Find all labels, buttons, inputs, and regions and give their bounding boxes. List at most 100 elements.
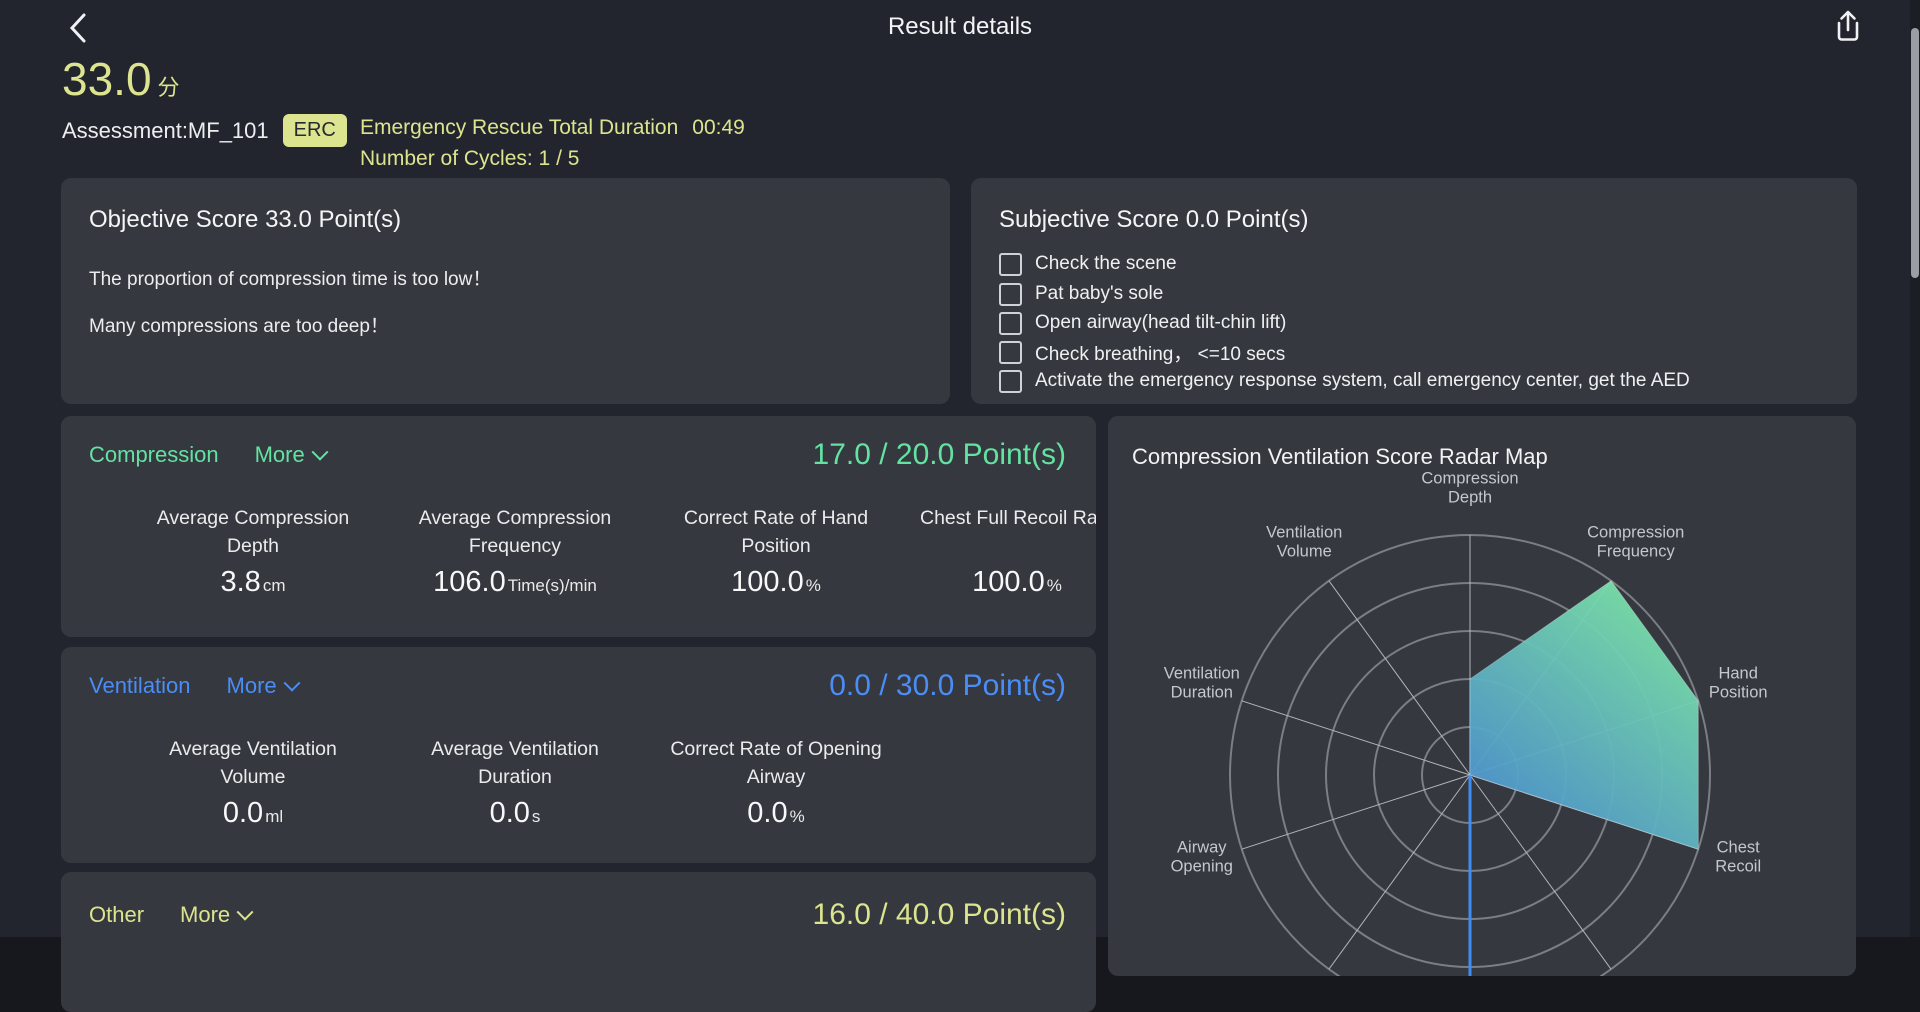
checklist-item-label: Activate the emergency response system, … xyxy=(1035,370,1690,391)
share-button[interactable] xyxy=(1828,6,1868,46)
total-score-value: 33.0 xyxy=(62,53,152,105)
radar-series-polygon xyxy=(1469,580,1699,850)
radar-axis-line xyxy=(1241,774,1471,850)
compression-section-panel: Compression More 17.0 / 20.0 Point(s) Av… xyxy=(61,416,1096,637)
metric-label: Average Ventilation xyxy=(169,738,337,760)
metric-hand-position-rate: Correct Rate of Hand Position 100.0% xyxy=(636,504,916,599)
ventilation-section-panel: Ventilation More 0.0 / 30.0 Point(s) Ave… xyxy=(61,647,1096,863)
checklist-item: Check the scene xyxy=(999,252,1177,276)
metric-value: 0.0 xyxy=(747,797,788,829)
radar-axis-line xyxy=(1328,580,1471,776)
radar-axis-line xyxy=(1328,774,1471,970)
chevron-down-icon xyxy=(236,903,254,921)
metric-avg-compression-depth: Average Compression Depth 3.8 cm xyxy=(113,504,393,599)
metric-label: Position xyxy=(741,535,811,557)
metric-value: 0.0 xyxy=(222,797,264,829)
checkbox-unchecked[interactable] xyxy=(999,340,1022,364)
checklist-item: Check breathing， <=10 secs xyxy=(999,340,1286,365)
ventilation-section-title: Ventilation xyxy=(89,673,191,698)
assessment-row: Assessment:MF_101 ERC xyxy=(62,114,347,147)
metric-unit: cm xyxy=(262,576,286,595)
rescue-duration-label: Emergency Rescue Total Duration xyxy=(360,116,679,139)
metric-label: Chest Full Recoil Rate xyxy=(920,507,1096,529)
metric-value: 100.0 xyxy=(972,566,1045,598)
compression-score: 17.0 / 20.0 Point(s) xyxy=(812,438,1066,471)
checklist-item-label: Check breathing， <=10 secs xyxy=(1035,343,1286,365)
radar-chart: Compression Depth Compression Frequency Hand… xyxy=(1164,470,1768,976)
radar-axis-label: Ventilation Duration xyxy=(1164,664,1240,701)
compression-more-button[interactable]: More xyxy=(255,442,329,468)
metric-unit: s xyxy=(531,807,541,826)
objective-message: The proportion of compression time is to… xyxy=(89,269,492,290)
checklist-item: Pat baby's sole xyxy=(999,282,1163,306)
radar-axis-line xyxy=(1241,700,1471,776)
checklist-item: Open airway(head tilt-chin lift) xyxy=(999,311,1286,335)
metric-value: 100.0 xyxy=(731,566,804,598)
back-chevron-icon xyxy=(69,13,86,43)
total-score-unit: 分 xyxy=(157,75,180,100)
checklist-item-label: Open airway(head tilt-chin lift) xyxy=(1035,312,1287,333)
checkbox-unchecked[interactable] xyxy=(999,369,1022,393)
back-button[interactable] xyxy=(60,8,100,48)
radar-axis-label: Compression Depth xyxy=(1421,470,1518,507)
metric-unit: % xyxy=(1046,576,1062,595)
other-more-button[interactable]: More xyxy=(180,902,254,928)
assessment-label: Assessment:MF_101 xyxy=(62,117,269,143)
checklist-item-label: Check the scene xyxy=(1035,253,1177,274)
metric-label: Depth xyxy=(226,535,280,557)
radar-map-panel: Compression Depth Compression Frequency Hand… xyxy=(1108,416,1856,976)
checklist-item: Activate the emergency response system, … xyxy=(999,369,1690,393)
erc-badge: ERC xyxy=(282,114,347,147)
scrollbar-track[interactable] xyxy=(1910,0,1920,937)
subjective-score-title: Subjective Score 0.0 Point(s) xyxy=(999,206,1309,233)
more-label: More xyxy=(226,673,277,698)
objective-score-panel: Objective Score 33.0 Point(s) The propor… xyxy=(61,178,950,404)
radar-map-title: Compression Ventilation Score Radar Map xyxy=(1132,444,1548,469)
metric-avg-ventilation-duration: Average Ventilation Duration 0.0 s xyxy=(375,735,655,830)
cycles-count: Number of Cycles: 1 / 5 xyxy=(360,147,580,170)
radar-axis-label: Airway Opening xyxy=(1171,839,1233,876)
ventilation-more-button[interactable]: More xyxy=(226,673,301,699)
metric-label: Duration xyxy=(478,766,552,788)
top-bar: Result details xyxy=(0,0,1920,56)
more-label: More xyxy=(180,902,231,927)
checkbox-unchecked[interactable] xyxy=(999,252,1022,276)
metric-label: Volume xyxy=(220,766,286,788)
metric-label: Average Compression xyxy=(418,507,612,529)
metric-value: 3.8 xyxy=(220,566,261,598)
metric-unit: % xyxy=(805,576,821,595)
metric-value: 0.0 xyxy=(489,797,530,829)
metric-label: Correct Rate of Hand xyxy=(683,507,869,529)
radar-axis-label: Hand Position xyxy=(1709,664,1768,701)
objective-message: Many compressions are too deep！ xyxy=(89,316,389,337)
metric-label: Frequency xyxy=(468,535,562,557)
scrollbar-thumb[interactable] xyxy=(1911,28,1919,278)
metric-unit: ml xyxy=(265,807,284,826)
rescue-duration-value: 00:49 xyxy=(692,116,745,139)
metric-chest-recoil-rate: Chest Full Recoil Rate 100.0% xyxy=(877,504,1096,599)
total-score: 33.0 分 xyxy=(62,52,180,106)
ventilation-score: 0.0 / 30.0 Point(s) xyxy=(829,669,1066,702)
radar-axis-label: Ventilation Volume xyxy=(1266,523,1342,560)
objective-score-title: Objective Score 33.0 Point(s) xyxy=(89,206,402,233)
other-section-panel: Other More 16.0 / 40.0 Point(s) xyxy=(61,872,1096,1012)
metric-avg-compression-frequency: Average Compression Frequency 106.0 Time(… xyxy=(375,504,655,599)
rescue-duration: Emergency Rescue Total Duration 00:49 xyxy=(360,116,745,140)
checkbox-unchecked[interactable] xyxy=(999,282,1022,306)
metric-airway-opening-rate: Correct Rate of Opening Airway 0.0% xyxy=(636,735,916,830)
radar-axis-label: Compression Frequency xyxy=(1587,523,1684,560)
chevron-down-icon xyxy=(283,674,301,692)
metric-unit: % xyxy=(789,807,805,826)
checklist-item-label: Pat baby's sole xyxy=(1035,283,1164,304)
metric-unit: Time(s)/min xyxy=(507,576,597,595)
metric-label: Correct Rate of Opening xyxy=(670,738,882,760)
other-score: 16.0 / 40.0 Point(s) xyxy=(812,898,1066,931)
page-title: Result details xyxy=(887,13,1033,40)
metric-value: 106.0 xyxy=(433,566,506,598)
metric-label: Average Compression xyxy=(156,507,350,529)
share-export-icon xyxy=(1837,10,1859,41)
radar-axis-label: Chest Recoil xyxy=(1715,839,1761,876)
checkbox-unchecked[interactable] xyxy=(999,311,1022,335)
subjective-score-panel: Subjective Score 0.0 Point(s) Check the … xyxy=(971,178,1857,404)
other-section-title: Other xyxy=(89,902,145,927)
